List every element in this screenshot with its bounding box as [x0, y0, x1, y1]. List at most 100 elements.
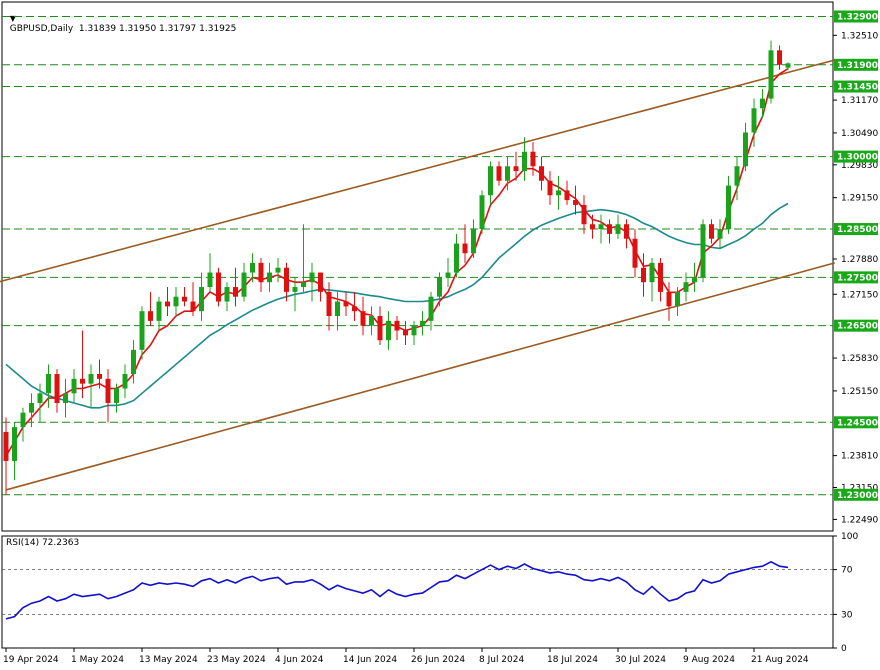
candle-body[interactable]	[258, 262, 264, 283]
candle-body[interactable]	[131, 349, 136, 374]
candle-body[interactable]	[590, 224, 595, 230]
candle-body[interactable]	[20, 412, 26, 428]
candle-body[interactable]	[156, 301, 162, 321]
candle-body[interactable]	[267, 272, 272, 283]
candle-body[interactable]	[12, 427, 17, 461]
candle-body[interactable]	[369, 316, 374, 326]
candle-body[interactable]	[445, 272, 451, 278]
candle-body[interactable]	[615, 224, 621, 234]
candle-body[interactable]	[777, 50, 782, 65]
candle-body[interactable]	[71, 378, 77, 394]
rsi-label: RSI(14) 72.2363	[6, 538, 80, 548]
channel-lower-trendline[interactable]	[5, 262, 835, 491]
candle-body[interactable]	[530, 151, 536, 167]
candle-body[interactable]	[139, 311, 145, 350]
candle-body[interactable]	[496, 166, 502, 181]
candle-body[interactable]	[581, 204, 587, 225]
candle-body[interactable]	[488, 166, 493, 196]
candle-body[interactable]	[522, 151, 527, 172]
candle-body[interactable]	[709, 224, 714, 239]
candle-body[interactable]	[377, 316, 383, 341]
candle-body[interactable]	[411, 325, 417, 336]
candle-body[interactable]	[105, 378, 111, 403]
candle-body[interactable]	[97, 373, 102, 379]
candle-body[interactable]	[598, 224, 604, 230]
candle-body[interactable]	[437, 277, 442, 297]
candle-body[interactable]	[624, 224, 629, 239]
candle-body[interactable]	[173, 296, 179, 307]
candle-body[interactable]	[734, 166, 740, 186]
candle-body[interactable]	[658, 262, 663, 292]
candle-body[interactable]	[301, 282, 306, 288]
candle-body[interactable]	[37, 393, 43, 403]
candle-body[interactable]	[760, 98, 765, 109]
channel-upper-trendline[interactable]	[0, 59, 835, 283]
candle-body[interactable]	[666, 291, 672, 307]
candle-body[interactable]	[785, 63, 791, 68]
candle-body[interactable]	[743, 132, 748, 167]
candle-body[interactable]	[386, 320, 391, 341]
candle-body[interactable]	[165, 301, 170, 307]
candle-body[interactable]	[717, 229, 723, 239]
candle-body[interactable]	[318, 272, 323, 292]
candle-body[interactable]	[343, 301, 349, 307]
candle-body[interactable]	[63, 393, 68, 403]
candle-body[interactable]	[726, 185, 731, 230]
candle-body[interactable]	[692, 277, 697, 283]
candle-body[interactable]	[420, 320, 425, 326]
candle-body[interactable]	[80, 378, 85, 384]
candle-body[interactable]	[539, 166, 544, 181]
candle-body[interactable]	[199, 287, 204, 312]
candle-body[interactable]	[292, 287, 298, 292]
candle-body[interactable]	[46, 373, 51, 394]
candle-body[interactable]	[564, 190, 570, 201]
level-price-box	[834, 271, 878, 284]
candle-body[interactable]	[649, 262, 655, 283]
candle-body[interactable]	[88, 373, 94, 384]
candle-body[interactable]	[29, 402, 34, 413]
candle-body[interactable]	[751, 108, 757, 133]
candle-body[interactable]	[607, 224, 612, 234]
candle-body[interactable]	[505, 166, 510, 181]
candle-body[interactable]	[207, 272, 213, 288]
candle-body[interactable]	[114, 388, 119, 403]
candle-body[interactable]	[54, 373, 60, 403]
candle-body[interactable]	[360, 311, 366, 326]
candle-body[interactable]	[284, 267, 289, 292]
candle-body[interactable]	[275, 267, 281, 273]
candle-body[interactable]	[683, 282, 689, 292]
candle-body[interactable]	[190, 301, 196, 312]
candle-body[interactable]	[454, 243, 459, 273]
symbol-dropdown-icon[interactable]: ▼	[9, 14, 16, 23]
y-tick-label: 1.31170	[841, 96, 878, 106]
candle-body[interactable]	[768, 50, 774, 99]
candle-body[interactable]	[428, 296, 434, 321]
candle-body[interactable]	[326, 291, 332, 317]
candle-body[interactable]	[216, 272, 221, 302]
candle-body[interactable]	[556, 190, 561, 196]
candle-body[interactable]	[471, 229, 476, 254]
candle-body[interactable]	[547, 180, 553, 196]
candle-body[interactable]	[513, 166, 519, 172]
candle-body[interactable]	[309, 272, 315, 283]
candle-body[interactable]	[573, 200, 578, 205]
candle-body[interactable]	[241, 272, 247, 297]
candle-body[interactable]	[3, 431, 9, 461]
candle-body[interactable]	[675, 291, 680, 307]
candle-body[interactable]	[403, 330, 408, 336]
candle-body[interactable]	[224, 287, 230, 302]
candle-body[interactable]	[335, 301, 340, 317]
candle-body[interactable]	[352, 306, 357, 312]
candle-body[interactable]	[148, 311, 153, 321]
candle-body[interactable]	[641, 267, 646, 283]
candle-body[interactable]	[394, 320, 400, 331]
candle-body[interactable]	[122, 373, 128, 389]
candle-body[interactable]	[182, 296, 187, 302]
candle-body[interactable]	[479, 195, 485, 230]
candle-body[interactable]	[700, 224, 706, 278]
candle-body[interactable]	[632, 238, 638, 268]
candle-body[interactable]	[250, 262, 255, 273]
candle-body[interactable]	[233, 287, 238, 297]
candle-body[interactable]	[462, 243, 468, 254]
